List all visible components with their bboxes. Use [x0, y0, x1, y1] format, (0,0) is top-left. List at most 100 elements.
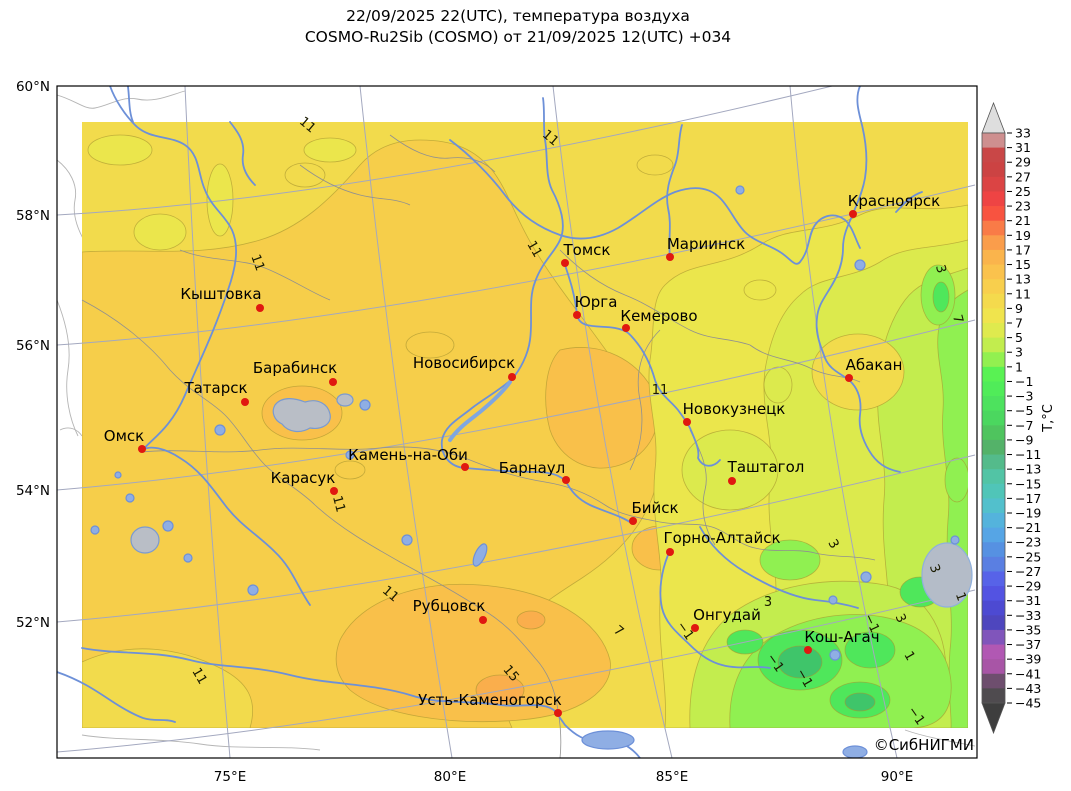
city-label: Горно-Алтайск [663, 529, 780, 547]
longitude-axis-labels: 75°E80°E85°E90°E [214, 769, 913, 785]
colorbar-band [982, 323, 1005, 338]
colorbar-tick-label: 1 [1015, 359, 1023, 374]
city-dot [691, 624, 699, 632]
city-label: Карасук [271, 469, 336, 487]
lat-tick-label: 60°N [16, 79, 50, 95]
colorbar-tick-label: 7 [1015, 316, 1023, 331]
city-dot [845, 374, 853, 382]
colorbar-band [982, 133, 1005, 148]
colorbar-tick-label: 3 [1015, 345, 1023, 360]
city-label: Красноярск [848, 192, 940, 210]
city-label: Онгудай [693, 606, 761, 624]
lon-tick-label: 90°E [881, 769, 913, 785]
colorbar-tick-label: −27 [1015, 564, 1041, 579]
colorbar-tick-label: 9 [1015, 301, 1023, 316]
colorbar-tick-label: −5 [1015, 403, 1033, 418]
colorbar-tick-label: −45 [1015, 696, 1041, 711]
lon-tick-label: 75°E [214, 769, 246, 785]
city-label: Кемерово [620, 307, 697, 325]
city-label: Барнаул [499, 459, 565, 477]
city-label: Омск [104, 427, 144, 445]
colorbar-tick-label: 31 [1015, 140, 1031, 155]
colorbar-band [982, 571, 1005, 586]
colorbar-tick-label: 27 [1015, 169, 1031, 184]
city-dot [666, 253, 674, 261]
colorbar-band [982, 250, 1005, 265]
colorbar-tick-label: −33 [1015, 608, 1041, 623]
colorbar-tick-label: −1 [1015, 374, 1033, 389]
city-dot [629, 517, 637, 525]
colorbar-band [982, 455, 1005, 470]
colorbar-tick-label: 13 [1015, 272, 1031, 287]
colorbar-band [982, 191, 1005, 206]
contour-value-label: 3 [764, 595, 772, 610]
city-dot [573, 311, 581, 319]
colorbar-tick-label: −37 [1015, 637, 1041, 652]
city-dot [138, 445, 146, 453]
city-dot [554, 709, 562, 717]
weather-map-page: 22/09/2025 22(UTC), температура воздуха … [0, 0, 1071, 791]
colorbar-tick-label: −3 [1015, 389, 1033, 404]
city-dot [666, 548, 674, 556]
colorbar-band [982, 659, 1005, 674]
colorbar-band [982, 206, 1005, 221]
colorbar-band [982, 294, 1005, 309]
colorbar-tick-label: 15 [1015, 257, 1031, 272]
city-dot [562, 476, 570, 484]
city-label: Усть-Каменогорск [418, 691, 562, 709]
colorbar-band [982, 177, 1005, 192]
copyright-watermark: ©СибНИГМИ [750, 736, 974, 754]
colorbar-tick-label: −9 [1015, 432, 1033, 447]
colorbar-band [982, 630, 1005, 645]
city-label: Барабинск [253, 359, 337, 377]
colorbar-tick-label: −13 [1015, 462, 1041, 477]
colorbar-tick-label: −41 [1015, 666, 1041, 681]
colorbar-tick-label: −35 [1015, 622, 1041, 637]
city-dot [508, 373, 516, 381]
colorbar-tick-label: −15 [1015, 476, 1041, 491]
colorbar-band [982, 601, 1005, 616]
colorbar-tick-label: −11 [1015, 447, 1041, 462]
colorbar-band [982, 338, 1005, 353]
city-dot [728, 477, 736, 485]
colorbar-band [982, 688, 1005, 703]
city-dot [849, 210, 857, 218]
colorbar-band [982, 308, 1005, 323]
city-label: Кош-Агач [804, 628, 879, 646]
colorbar-unit-label: Т,°С [1041, 404, 1056, 433]
city-dot [256, 304, 264, 312]
lon-tick-label: 85°E [656, 769, 688, 785]
colorbar-band [982, 425, 1005, 440]
colorbar-tick-label: −31 [1015, 593, 1041, 608]
city-dot [461, 463, 469, 471]
colorbar-tick-label: −17 [1015, 491, 1041, 506]
city-label: Камень-на-Оби [348, 446, 468, 464]
city-dot [241, 398, 249, 406]
city-label: Юрга [575, 293, 618, 311]
latitude-axis-labels: 60°N58°N56°N54°N52°N [16, 79, 50, 631]
city-label: Новосибирск [413, 354, 515, 372]
city-dot [561, 259, 569, 267]
city-dot [804, 646, 812, 654]
colorbar-band [982, 557, 1005, 572]
colorbar-tick-label: 19 [1015, 228, 1031, 243]
colorbar-tick-label: 29 [1015, 155, 1031, 170]
lat-tick-label: 58°N [16, 208, 50, 224]
contour-value-label: 11 [652, 383, 669, 398]
colorbar-band [982, 615, 1005, 630]
colorbar-tick-label: −21 [1015, 520, 1041, 535]
colorbar: 33312927252321191715131197531−1−3−5−7−9−… [982, 103, 1056, 733]
city-label: Бийск [631, 499, 678, 517]
colorbar-tick-label: −23 [1015, 535, 1041, 550]
colorbar-tick-label: 17 [1015, 242, 1031, 257]
city-label: Рубцовск [413, 597, 486, 615]
colorbar-band [982, 528, 1005, 543]
lat-tick-label: 54°N [16, 483, 50, 499]
city-label: Томск [563, 241, 611, 259]
city-dot [622, 324, 630, 332]
city-dot [683, 418, 691, 426]
lat-tick-label: 56°N [16, 338, 50, 354]
city-label: Таштагол [727, 458, 805, 476]
colorbar-tick-label: −7 [1015, 418, 1033, 433]
colorbar-band [982, 148, 1005, 163]
